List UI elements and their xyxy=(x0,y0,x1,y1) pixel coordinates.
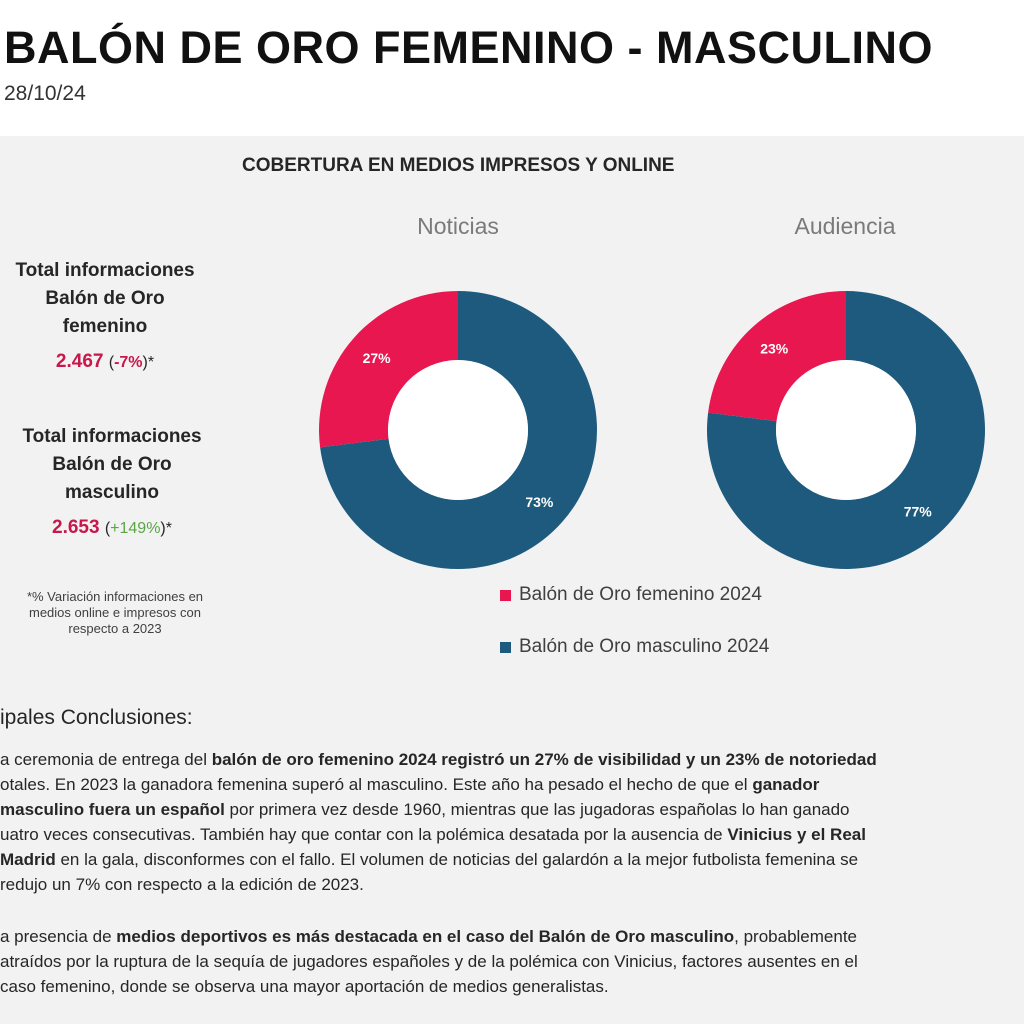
paragraph-line: Madrid en la gala, disconformes con el f… xyxy=(0,847,1024,872)
stat-femenino-heading-line: femenino xyxy=(62,316,148,337)
text-segment: a ceremonia de entrega del xyxy=(0,750,212,769)
donut-audiencia-hole xyxy=(776,360,916,500)
bold-text: masculino fuera un español xyxy=(0,800,225,819)
stat-masculino-heading: Total informaciones Balón de Oro masculi… xyxy=(0,423,227,507)
legend-label-masculino: Balón de Oro masculino 2024 xyxy=(519,636,770,657)
legend-label-femenino: Balón de Oro femenino 2024 xyxy=(519,584,762,605)
stat-masculino-change: +149% xyxy=(110,520,161,537)
donut-noticias-slice-femenino xyxy=(319,291,458,448)
text-segment: redujo un 7% con respecto a la edición d… xyxy=(0,875,364,894)
text-segment: atraídos por la ruptura de la sequía de … xyxy=(0,952,858,971)
chart-title-noticias: Noticias xyxy=(417,213,499,239)
donut-noticias-slice-masculino xyxy=(320,291,597,569)
footnote-line: medios online e impresos con xyxy=(29,605,201,620)
header: BALÓN DE ORO FEMENINO - MASCULINO 28/10/… xyxy=(0,0,1024,136)
section-title: COBERTURA EN MEDIOS IMPRESOS Y ONLINE xyxy=(242,155,675,176)
paragraph-line: redujo un 7% con respecto a la edición d… xyxy=(0,872,1024,897)
conclusions-title: ipales Conclusiones: xyxy=(0,706,193,729)
stat-femenino-value: 2.467 xyxy=(55,351,104,372)
stat-femenino-change: -7% xyxy=(114,354,143,371)
chart-legend: Balón de Oro femenino 2024 Balón de Oro … xyxy=(500,582,769,686)
donut-audiencia-label-femenino: 23% xyxy=(760,341,789,357)
footnote-line: respecto a 2023 xyxy=(68,621,162,636)
paragraph-line: uatro veces consecutivas. También hay qu… xyxy=(0,822,1024,847)
page-title: BALÓN DE ORO FEMENINO - MASCULINO xyxy=(4,22,933,73)
stat-masculino-heading-line: Balón de Oro xyxy=(52,454,172,475)
bold-text: medios deportivos es más destacada en el… xyxy=(116,927,735,946)
donut-audiencia-label-masculino: 77% xyxy=(904,503,933,519)
paragraph-line: atraídos por la ruptura de la sequía de … xyxy=(0,949,1024,974)
paragraph-line: masculino fuera un español por primera v… xyxy=(0,797,1024,822)
text-segment: otales. En 2023 la ganadora femenina sup… xyxy=(0,775,753,794)
stat-femenino: Total informaciones Balón de Oro femenin… xyxy=(0,257,220,373)
paragraph-line: a presencia de medios deportivos es más … xyxy=(0,924,1024,949)
legend-item-masculino: Balón de Oro masculino 2024 xyxy=(500,634,769,660)
stat-masculino: Total informaciones Balón de Oro masculi… xyxy=(0,423,227,539)
stat-masculino-heading-line: Total informaciones xyxy=(22,426,202,447)
legend-item-femenino: Balón de Oro femenino 2024 xyxy=(500,582,769,608)
paragraph-line: otales. En 2023 la ganadora femenina sup… xyxy=(0,772,1024,797)
bold-text: balón de oro femenino 2024 registró un 2… xyxy=(211,750,877,769)
stat-femenino-heading-line: Total informaciones xyxy=(15,260,195,281)
legend-swatch-femenino xyxy=(500,589,511,601)
donut-audiencia-slice-masculino xyxy=(707,291,985,569)
text-segment: a presencia de xyxy=(0,927,117,946)
donut-noticias-hole xyxy=(388,360,528,500)
paragraph-line: a ceremonia de entrega del balón de oro … xyxy=(0,747,1024,772)
text-segment: caso femenino, donde se observa una mayo… xyxy=(0,977,609,996)
conclusion-paragraph-1: a ceremonia de entrega del balón de oro … xyxy=(0,747,1024,897)
conclusion-paragraph-2: a presencia de medios deportivos es más … xyxy=(0,924,1024,999)
text-segment: uatro veces consecutivas. También hay qu… xyxy=(0,825,728,844)
bold-text: Vinicius y el Real xyxy=(727,825,866,844)
text-segment: por primera vez desde 1960, mientras que… xyxy=(224,800,850,819)
stat-masculino-value: 2.653 xyxy=(52,517,100,538)
stat-femenino-heading: Total informaciones Balón de Oro femenin… xyxy=(0,257,220,341)
bold-text: ganador xyxy=(752,775,820,794)
footnote-line: *% Variación informaciones en xyxy=(26,589,204,604)
donut-chart-audiencia: 23% 77% xyxy=(707,291,985,569)
donut-chart-noticias: 27% 73% xyxy=(319,291,597,569)
footnote: *% Variación informaciones en medios onl… xyxy=(0,589,230,637)
legend-swatch-masculino xyxy=(500,641,511,653)
donut-noticias-label-femenino: 27% xyxy=(363,350,392,366)
bold-text: Madrid xyxy=(0,850,56,869)
stat-masculino-value-row: 2.653 (+149%)* xyxy=(52,517,172,538)
stat-femenino-value-row: 2.467 (-7%)* xyxy=(55,351,155,372)
donut-noticias-label-masculino: 73% xyxy=(525,494,554,510)
page-date: 28/10/24 xyxy=(4,82,86,105)
donut-audiencia-slice-femenino xyxy=(708,291,846,422)
stat-masculino-heading-line: masculino xyxy=(65,482,159,503)
stat-femenino-heading-line: Balón de Oro xyxy=(45,288,165,309)
text-segment: , probablemente xyxy=(734,927,858,946)
chart-title-audiencia: Audiencia xyxy=(794,213,896,239)
text-segment: en la gala, disconformes con el fallo. E… xyxy=(55,850,859,869)
paragraph-line: caso femenino, donde se observa una mayo… xyxy=(0,974,1024,999)
